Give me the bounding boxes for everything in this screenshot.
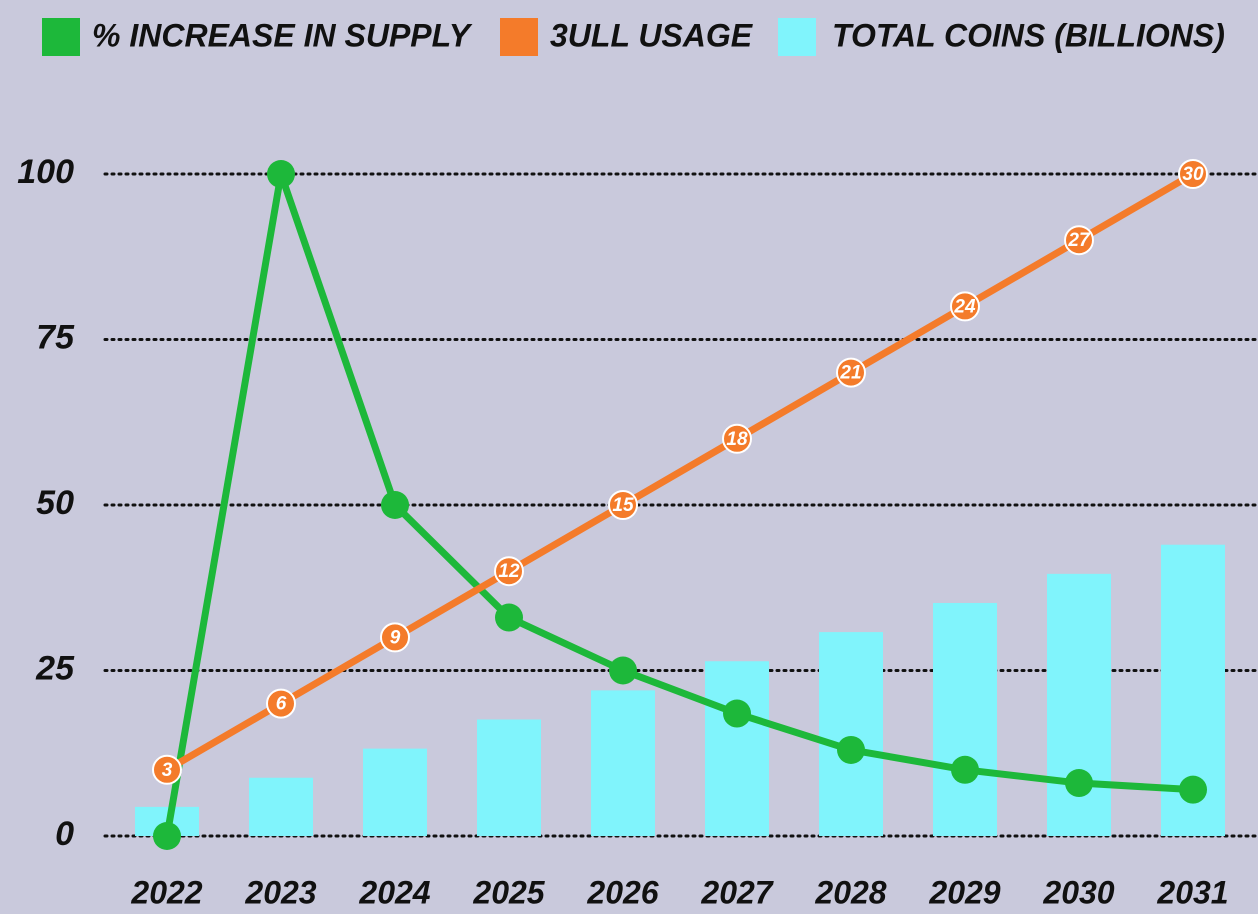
y-tick-label: 75 (36, 318, 75, 356)
bar (249, 777, 313, 836)
x-tick-label: 2031 (1156, 874, 1228, 910)
point (380, 622, 410, 653)
data-label: 12 (498, 561, 520, 582)
point (1178, 159, 1208, 189)
point (267, 160, 295, 188)
point (951, 755, 979, 784)
data-label: 30 (1182, 164, 1204, 185)
point (152, 754, 182, 785)
legend-label: 3ULL USAGE (550, 17, 754, 53)
bar (477, 719, 541, 836)
bar (363, 748, 427, 836)
x-tick-label: 2024 (358, 874, 430, 910)
data-label: 9 (390, 627, 401, 648)
point (723, 699, 751, 728)
bar (591, 690, 655, 836)
y-tick-label: 0 (55, 815, 74, 853)
y-tick-label: 50 (36, 484, 74, 522)
x-tick-label: 2026 (586, 874, 658, 910)
point (950, 291, 980, 322)
line (163, 170, 1194, 837)
bar (819, 632, 883, 836)
x-tick-label: 2025 (472, 874, 545, 910)
point (1064, 225, 1094, 256)
point (494, 556, 524, 587)
legend-label: TOTAL COINS (BILLIONS) (832, 17, 1225, 53)
point (836, 357, 866, 388)
x-tick-label: 2022 (130, 874, 202, 910)
x-tick-label: 2029 (928, 874, 1000, 910)
point (608, 490, 638, 520)
bar (705, 661, 769, 836)
data-label: 6 (276, 694, 287, 715)
point (266, 688, 296, 719)
line (165, 170, 1195, 773)
y-tick-label: 100 (17, 153, 74, 191)
y-tick-label: 25 (35, 649, 75, 687)
data-label: 18 (726, 429, 748, 450)
point (153, 822, 181, 850)
point (495, 603, 523, 632)
data-label: 3 (162, 760, 173, 781)
x-tick-label: 2023 (244, 874, 316, 910)
legend-swatch (500, 18, 538, 56)
bar (933, 602, 997, 836)
data-label: 15 (612, 495, 634, 516)
legend-swatch (42, 18, 80, 56)
x-tick-label: 2028 (814, 874, 886, 910)
x-tick-label: 2030 (1042, 874, 1114, 910)
legend-label: % INCREASE IN SUPPLY (92, 17, 473, 53)
data-label: 21 (839, 363, 861, 384)
point (381, 491, 409, 519)
point (1179, 775, 1207, 804)
point (837, 735, 865, 764)
point (722, 423, 752, 454)
legend-swatch (778, 18, 816, 56)
x-tick-label: 2027 (700, 874, 774, 910)
data-label: 24 (953, 296, 976, 317)
data-label: 27 (1067, 230, 1091, 251)
point (609, 656, 637, 685)
point (1065, 769, 1093, 798)
